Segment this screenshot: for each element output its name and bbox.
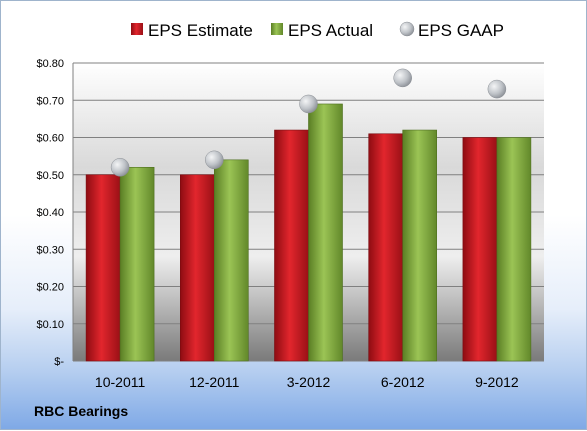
legend-label-eps-gaap: EPS GAAP [418, 21, 504, 40]
y-tick-label: $0.60 [36, 133, 64, 145]
bar-eps-estimate-3-2012 [274, 129, 309, 362]
y-tick-label: $0.20 [36, 282, 64, 294]
gaap-points [110, 68, 507, 177]
legend: EPS Estimate EPS Actual EPS GAAP [131, 21, 504, 40]
x-axis: 10-2011 12-2011 3-2012 6-2012 9-2012 [95, 374, 519, 390]
company-name: RBC Bearings [34, 403, 129, 419]
point-eps-gaap-3-2012 [299, 94, 318, 114]
x-tick-label: 9-2012 [475, 374, 519, 390]
y-tick-label: $0.50 [36, 170, 64, 182]
y-tick-label: $0.40 [36, 207, 64, 219]
y-tick-label: $0.30 [36, 244, 64, 256]
y-tick-label: $0.70 [36, 95, 64, 107]
bar-eps-actual-10-2011 [119, 167, 155, 362]
bar-eps-estimate-9-2012 [462, 137, 498, 362]
y-tick-label: $0.10 [36, 319, 64, 331]
bar-eps-actual-6-2012 [402, 129, 438, 362]
bar-eps-estimate-6-2012 [368, 133, 404, 362]
bar-eps-estimate-10-2011 [85, 174, 121, 362]
x-tick-label: 6-2012 [381, 374, 425, 390]
bar-eps-actual-12-2011 [214, 159, 249, 362]
legend-marker-eps-estimate [131, 23, 143, 35]
point-eps-gaap-6-2012 [393, 68, 412, 88]
x-tick-label: 10-2011 [95, 374, 146, 390]
y-tick-label: $0.80 [36, 58, 64, 70]
legend-label-eps-estimate: EPS Estimate [148, 21, 253, 40]
legend-marker-eps-gaap [399, 21, 415, 37]
bar-eps-estimate-12-2011 [180, 174, 215, 362]
legend-marker-eps-actual [271, 23, 283, 35]
bar-eps-actual-3-2012 [308, 103, 343, 362]
bars [85, 103, 532, 362]
x-tick-label: 3-2012 [287, 374, 331, 390]
point-eps-gaap-10-2011 [110, 158, 130, 177]
point-eps-gaap-9-2012 [487, 79, 507, 99]
bar-eps-actual-9-2012 [496, 137, 532, 362]
x-tick-label: 12-2011 [189, 374, 240, 390]
point-eps-gaap-12-2011 [205, 150, 224, 170]
y-axis: $- $0.10 $0.20 $0.30 $0.40 $0.50 $0.60 $0.70 $0.… [36, 58, 64, 368]
legend-label-eps-actual: EPS Actual [288, 21, 373, 40]
y-tick-label: $- [54, 356, 64, 368]
